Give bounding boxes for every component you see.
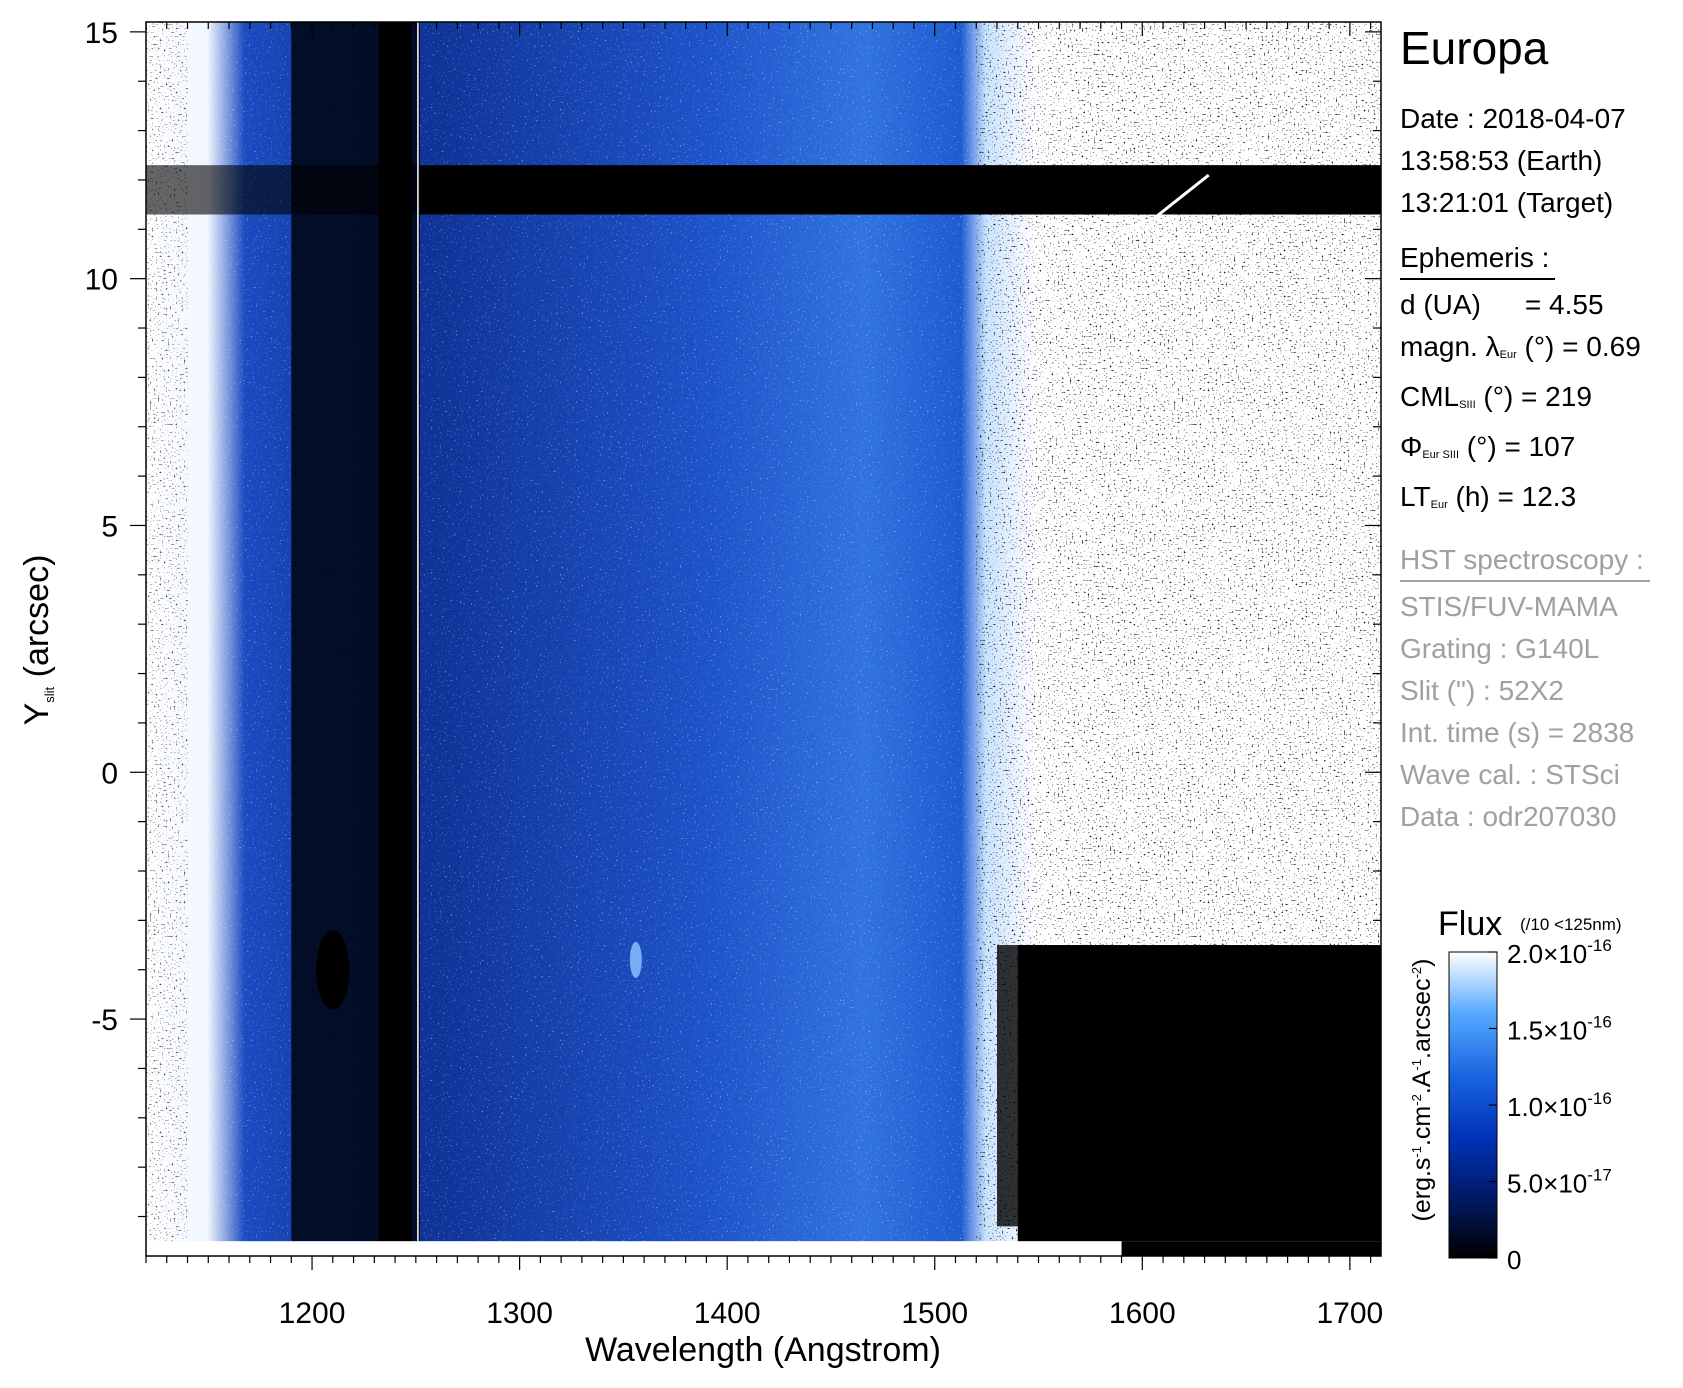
time-target: 13:21:01 (Target)	[1400, 187, 1614, 218]
hst-data-id: Data : odr207030	[1400, 801, 1617, 832]
dark-column	[378, 22, 412, 1242]
x-tick-label: 1500	[901, 1297, 968, 1330]
x-axis: 1200 1300 1400 1500 1600 1700	[145, 22, 1383, 1330]
x-tick-label: 1200	[279, 1297, 346, 1330]
hst-wave-cal: Wave cal. : STSci	[1400, 759, 1620, 790]
x-tick-label: 1700	[1316, 1297, 1383, 1330]
hst-instrument: STIS/FUV-MAMA	[1400, 591, 1618, 622]
ephemeris-list: d (UA) = 4.55 magn. λEur (°) = 0.69 CMLSI…	[1390, 284, 1680, 526]
x-tick-label: 1400	[694, 1297, 761, 1330]
y-tick-label: 5	[101, 510, 118, 543]
ephemeris-local-time: LTEur (h) = 12.3	[1400, 481, 1577, 512]
colorbar-note: (/10 <125nm)	[1520, 915, 1622, 934]
info-panel: Europa Date : 2018-04-07 13:58:53 (Earth…	[1390, 20, 1680, 838]
ephemeris-magnetic-latitude: magn. λEur (°) = 0.69	[1400, 331, 1641, 362]
time-earth: 13:58:53 (Earth)	[1400, 145, 1603, 176]
observation-date: Date : 2018-04-07	[1400, 103, 1626, 134]
y-tick-label: 0	[101, 757, 118, 790]
detector-bottom	[146, 1241, 1381, 1256]
y-axis: -5 0 5 10 15	[85, 17, 1381, 1218]
dark-row-left	[146, 165, 420, 215]
annotation-line	[1151, 173, 1210, 221]
colorbar-tick-label: 5.0×10-17	[1507, 1166, 1612, 1199]
x-tick-label: 1300	[486, 1297, 553, 1330]
dark-blob	[316, 930, 350, 1010]
colorbar-tick-label: 1.0×10-16	[1507, 1089, 1612, 1122]
ephemeris-cml: CMLSIII (°) = 219	[1400, 381, 1592, 412]
hst-grating: Grating : G140L	[1400, 633, 1600, 664]
colorbar-title: Flux	[1438, 905, 1503, 943]
lower-right-dark-region	[1017, 945, 1381, 1256]
plot-frame	[145, 21, 1382, 1257]
detector-bottom-dark	[1121, 1241, 1381, 1256]
hst-slit: Slit (") : 52X2	[1400, 675, 1564, 706]
ephemeris-distance: d (UA) = 4.55	[1400, 289, 1604, 320]
dark-row	[419, 165, 1381, 215]
ephemeris-header: Ephemeris :	[1400, 238, 1556, 280]
colorbar-tick-label: 1.5×10-16	[1507, 1013, 1612, 1046]
y-tick-label: -5	[91, 1004, 118, 1037]
colorbar-tick-label: 2.0×10-16	[1507, 936, 1612, 969]
x-axis-label: Wavelength (Angstrom)	[585, 1331, 941, 1369]
colorbar-tick-label: 0	[1507, 1245, 1521, 1275]
hst-integration-time: Int. time (s) = 2838	[1400, 717, 1635, 748]
heatmap	[146, 22, 1381, 1256]
colorbar-label: (erg.s-1.cm-2.A-1.arcsec-2)	[1408, 959, 1436, 1222]
y-tick-label: 15	[85, 17, 118, 50]
colorbar-ticks: 2.0×10-16 1.5×10-16 1.0×10-16 5.0×10-17 0	[1489, 936, 1612, 1275]
bright-spot	[629, 941, 642, 978]
x-tick-label: 1600	[1109, 1297, 1176, 1330]
heatmap-annotations	[1151, 173, 1210, 221]
lower-right-dark-edge	[997, 945, 1029, 1227]
y-tick-label: 10	[85, 264, 118, 297]
y-axis-label: Yslit (arcsec)	[18, 555, 57, 726]
hst-header: HST spectroscopy :	[1400, 540, 1650, 582]
ephemeris-phase: ΦEur SIII (°) = 107	[1400, 431, 1576, 462]
heatmap-noise-edge	[146, 22, 188, 1256]
target-title: Europa	[1400, 22, 1549, 74]
